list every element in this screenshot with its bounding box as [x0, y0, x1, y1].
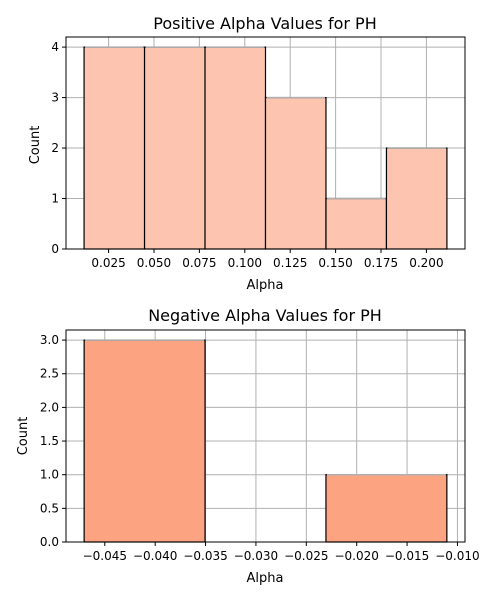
chart-title: Negative Alpha Values for PH [148, 306, 382, 325]
x-tick-label: −0.030 [234, 549, 278, 563]
x-tick-label: 0.100 [228, 256, 262, 270]
histogram-bar [204, 46, 267, 250]
histogram-bar [143, 46, 206, 250]
x-tick-label: −0.045 [83, 549, 127, 563]
x-tick-label: 0.025 [91, 256, 125, 270]
y-tick-label: 1.0 [40, 468, 59, 482]
plot-frame [65, 36, 466, 250]
y-tick-label: 3 [51, 91, 59, 105]
x-axis-label: Alpha [247, 278, 284, 293]
positive-alpha-histogram: Positive Alpha Values for PH Alpha Count… [28, 14, 466, 293]
y-axis-label: Count [16, 417, 31, 456]
chart-title: Positive Alpha Values for PH [153, 14, 376, 33]
plot-frame [65, 329, 466, 543]
y-tick-label: 0 [51, 242, 59, 256]
y-tick-label: 2.0 [40, 400, 59, 414]
x-tick-label: −0.025 [284, 549, 328, 563]
bars [83, 339, 448, 543]
x-tick-label: 0.050 [137, 256, 171, 270]
x-tick-label: 0.075 [182, 256, 216, 270]
y-axis-label: Count [28, 126, 43, 165]
y-tick-label: 0.0 [40, 535, 59, 549]
histogram-bar [264, 96, 327, 250]
negative-alpha-histogram: Negative Alpha Values for PH Alpha Count… [16, 306, 480, 586]
x-tick-label: −0.010 [435, 549, 479, 563]
y-tick-label: 1 [51, 192, 59, 206]
y-tick-label: 2 [51, 141, 59, 155]
y-tick-label: 1.5 [40, 434, 59, 448]
bars [83, 46, 448, 250]
histogram-bar [325, 197, 388, 250]
x-tick-label: 0.175 [364, 256, 398, 270]
y-tick-label: 4 [51, 40, 59, 54]
y-tick-label: 2.5 [40, 367, 59, 381]
histogram-bar [385, 147, 448, 250]
x-tick-label: 0.150 [318, 256, 352, 270]
x-tick-label: −0.040 [133, 549, 177, 563]
y-tick-label: 3.0 [40, 333, 59, 347]
y-tick-label: 0.5 [40, 501, 59, 515]
x-tick-label: −0.015 [385, 549, 429, 563]
x-tick-label: 0.200 [409, 256, 443, 270]
histogram-bar [83, 46, 146, 250]
histogram-bar [325, 474, 448, 543]
x-tick-label: −0.020 [334, 549, 378, 563]
histogram-bar [83, 339, 206, 543]
x-axis-label: Alpha [247, 571, 284, 586]
x-tick-label: 0.125 [273, 256, 307, 270]
x-tick-label: −0.035 [183, 549, 227, 563]
